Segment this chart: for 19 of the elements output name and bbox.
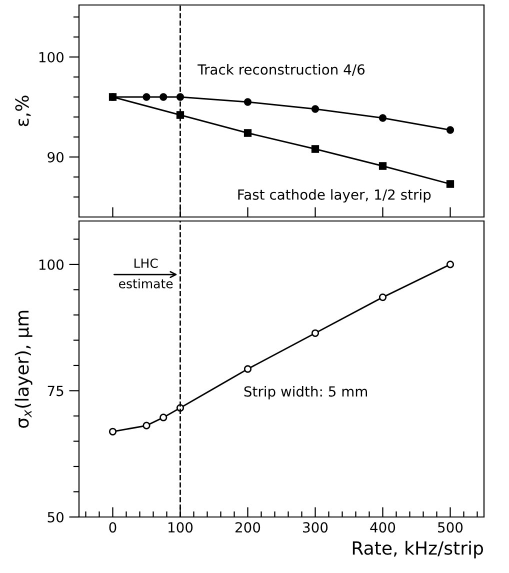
y-tick-label: 75 [48,386,64,396]
annotation: estimate [119,278,173,288]
y-axis-title: ε,% [15,96,31,126]
y-tick-label: 100 [39,52,64,62]
annotation: LHC [134,258,158,268]
x-tick-label: 500 [438,522,463,533]
x-tick-label: 100 [168,522,193,533]
series-label: Fast cathode layer, 1/2 strip [238,189,431,203]
x-tick-label: 300 [303,522,328,533]
x-axis-title: Rate, kHz/strip [352,540,484,558]
annotation: Strip width: 5 mm [244,386,367,400]
y-tick-label: 100 [39,259,64,270]
x-tick-label: 0 [109,522,116,533]
y-tick-label: 90 [48,152,64,162]
x-tick-label: 200 [236,522,260,533]
y-axis-title: σ$_{x}$(layer), μm [14,310,32,428]
y-tick-label: 50 [48,512,64,522]
x-tick-label: 400 [370,522,396,533]
series-label: Track reconstruction 4/6 [198,64,365,76]
